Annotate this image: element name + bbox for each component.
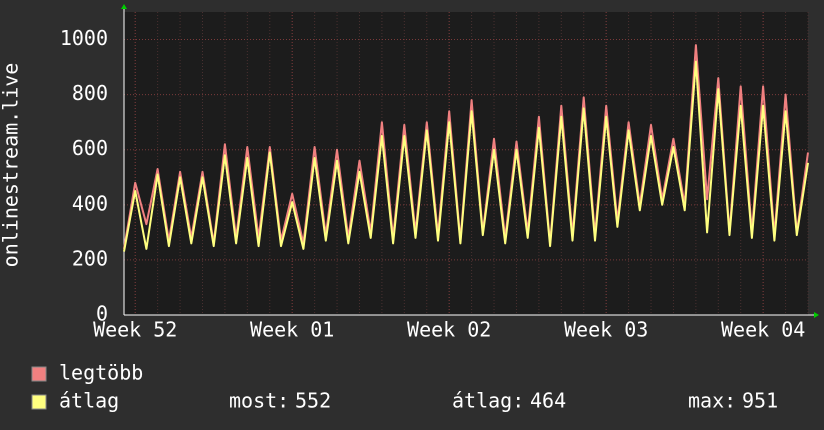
stat-value: 552 bbox=[295, 389, 331, 413]
legend-label: legtöbb bbox=[59, 361, 143, 385]
legend-swatch bbox=[31, 366, 47, 382]
x-tick-label: Week 02 bbox=[407, 318, 491, 342]
y-tick-label: 0 bbox=[96, 302, 108, 326]
legend-swatch bbox=[31, 394, 47, 410]
y-tick-label: 800 bbox=[72, 81, 108, 105]
series-line bbox=[123, 60, 809, 252]
x-tick-label: Week 04 bbox=[721, 318, 805, 342]
axis-arrow bbox=[814, 312, 819, 318]
stat-label: átlag: bbox=[452, 389, 524, 413]
legend-label: átlag bbox=[59, 389, 119, 413]
x-tick-label: Week 01 bbox=[250, 318, 334, 342]
stat-value: 464 bbox=[530, 389, 566, 413]
y-tick-label: 400 bbox=[72, 191, 108, 215]
x-tick-label: Week 52 bbox=[93, 318, 177, 342]
y-tick-label: 200 bbox=[72, 246, 108, 270]
y-tick-label: 600 bbox=[72, 136, 108, 160]
stat-value: 951 bbox=[742, 389, 778, 413]
x-tick-label: Week 03 bbox=[564, 318, 648, 342]
y-axis-label: onlinestream.live bbox=[0, 63, 23, 268]
y-tick-label: 1000 bbox=[60, 26, 108, 50]
axis-arrow bbox=[121, 4, 127, 9]
stat-label: most: bbox=[229, 389, 289, 413]
stat-label: max: bbox=[688, 389, 736, 413]
